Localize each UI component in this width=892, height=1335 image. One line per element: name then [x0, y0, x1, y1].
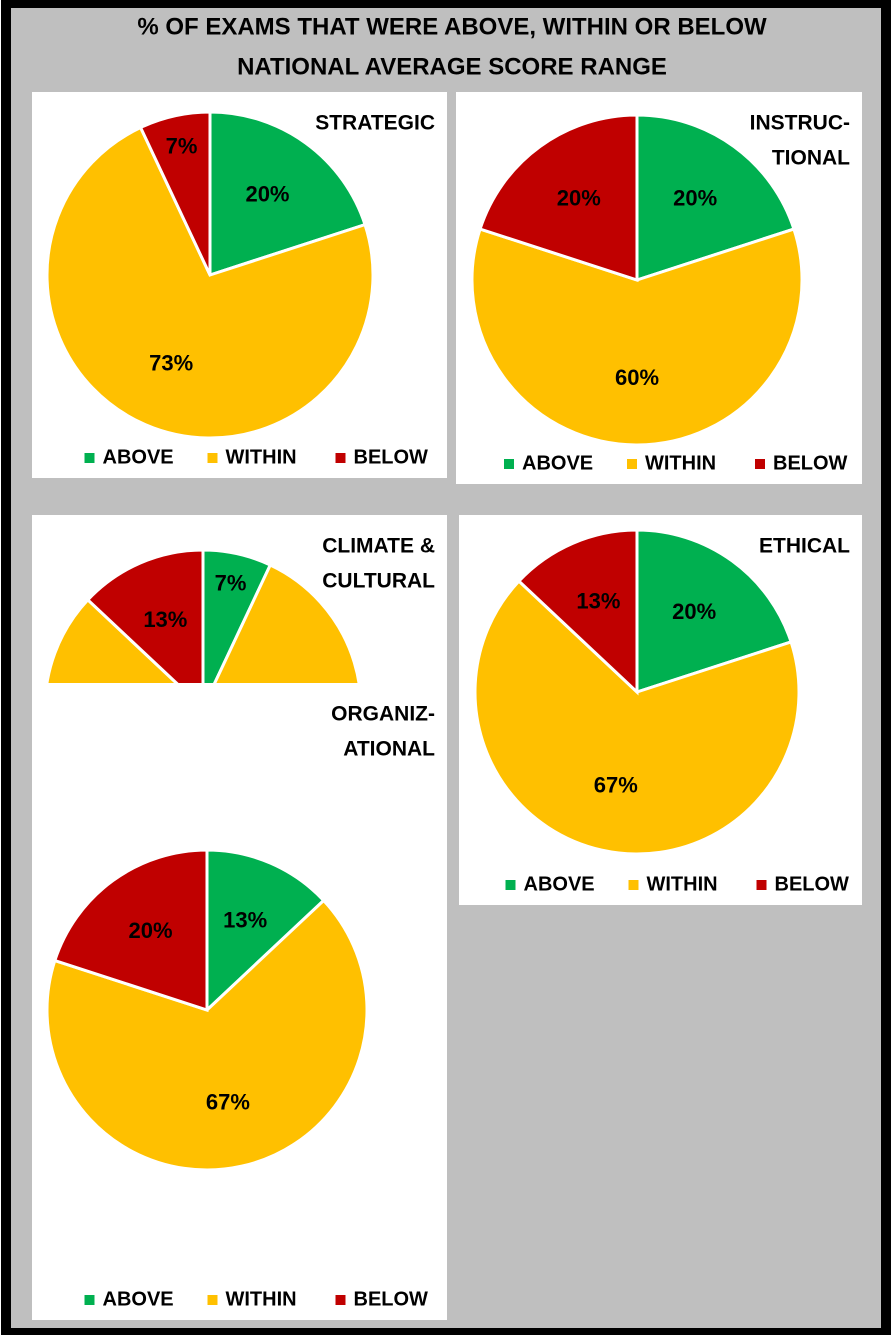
- chart-title: ATIONAL: [343, 738, 435, 761]
- data-label: 13%: [143, 607, 187, 632]
- legend-swatch: [755, 459, 765, 469]
- pie-slice: [470, 227, 804, 447]
- data-label: 73%: [149, 351, 193, 376]
- data-label: 20%: [673, 186, 717, 211]
- data-label: 60%: [615, 365, 659, 390]
- legend-label: WITHIN: [226, 1288, 297, 1310]
- chart-title: CULTURAL: [322, 570, 435, 593]
- pie-slice: [478, 113, 639, 283]
- pie-slice: [138, 110, 212, 276]
- legend-swatch: [505, 880, 516, 890]
- pie-slice: [85, 548, 205, 712]
- legend-label: WITHIN: [226, 446, 297, 468]
- legend-label: WITHIN: [645, 452, 716, 474]
- main-title: % OF EXAMS THAT WERE ABOVE, WITHIN OR BE…: [137, 13, 767, 40]
- pie-panel: 20% 73% 7% STRATEGIC ABOVE WITHIN BELOW: [32, 92, 447, 478]
- legend-swatch: [756, 880, 767, 890]
- chart-title: ORGANIZ-: [331, 703, 435, 726]
- pie-slice: [635, 528, 793, 695]
- chart-title: CLIMATE &: [322, 535, 435, 558]
- chart-title: INSTRUC-: [750, 112, 850, 135]
- pie-panel: 20% 60% 20% INSTRUC- TIONAL ABOVE WITHIN BELOW: [456, 92, 862, 484]
- legend-label: ABOVE: [522, 452, 593, 474]
- pie-slice: [473, 578, 801, 856]
- pie-slice: [205, 848, 326, 1014]
- legend-swatch: [627, 459, 637, 469]
- legend-swatch: [207, 1295, 218, 1305]
- data-label: 20%: [129, 918, 173, 943]
- legend-swatch: [628, 880, 639, 890]
- legend-swatch: [207, 453, 218, 463]
- pie-slice: [635, 113, 796, 283]
- legend-swatch: [504, 459, 514, 469]
- data-label: 20%: [672, 599, 716, 624]
- legend-label: BELOW: [773, 452, 848, 474]
- data-label: 67%: [206, 1090, 250, 1115]
- legend-label: ABOVE: [103, 446, 174, 468]
- data-label: 67%: [594, 773, 638, 798]
- legend-swatch: [84, 1295, 95, 1305]
- legend-label: BELOW: [354, 1288, 429, 1310]
- pie-slice: [516, 528, 639, 696]
- legend-swatch: [84, 453, 95, 463]
- data-label: 7%: [215, 570, 247, 595]
- data-label: 20%: [245, 182, 289, 207]
- legend-swatch: [335, 1295, 346, 1305]
- pie-panel: 13% 67% 20% ORGANIZ- ATIONAL ABOVE WITHIN BELOW: [32, 683, 447, 1320]
- legend-label: ABOVE: [524, 873, 595, 895]
- legend-label: WITHIN: [647, 873, 718, 895]
- chart-title: ETHICAL: [759, 535, 850, 558]
- pie-slice: [208, 110, 367, 278]
- data-label: 13%: [223, 908, 267, 933]
- pie-panel: 20% 67% 13% ETHICAL ABOVE WITHIN BELOW: [459, 515, 862, 905]
- pie-slice: [45, 898, 369, 1172]
- legend-label: ABOVE: [103, 1288, 174, 1310]
- data-label: 7%: [166, 134, 198, 159]
- legend-label: BELOW: [775, 873, 850, 895]
- chart-title: STRATEGIC: [315, 112, 435, 135]
- pie-slice: [52, 848, 209, 1013]
- pie-slice: [45, 125, 375, 440]
- data-label: 13%: [576, 589, 620, 614]
- data-label: 20%: [557, 186, 601, 211]
- chart-title: TIONAL: [772, 147, 850, 170]
- legend-swatch: [335, 453, 346, 463]
- legend-label: BELOW: [354, 446, 429, 468]
- main-title: NATIONAL AVERAGE SCORE RANGE: [237, 53, 667, 80]
